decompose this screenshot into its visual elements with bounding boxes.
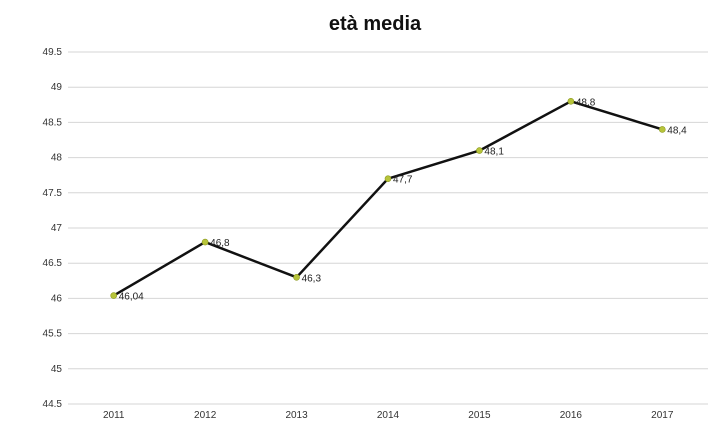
y-tick-label: 46 xyxy=(51,293,63,304)
x-tick-label: 2016 xyxy=(560,410,583,421)
series-line-path xyxy=(113,100,663,297)
data-point xyxy=(201,238,209,246)
series-line xyxy=(113,100,663,297)
x-tick-label: 2011 xyxy=(103,410,125,421)
data-label: 47,7 xyxy=(393,175,413,186)
data-label: 48,8 xyxy=(576,97,596,108)
y-tick-label: 49.5 xyxy=(43,47,63,58)
x-tick-label: 2012 xyxy=(194,410,217,421)
y-tick-label: 48.5 xyxy=(43,117,63,128)
x-tick-label: 2015 xyxy=(468,410,491,421)
y-tick-label: 44.5 xyxy=(43,399,63,410)
x-tick-label: 2014 xyxy=(377,410,400,421)
y-axis-ticks: 44.5 45 45.5 46 46.5 47 47.5 48 48.5 49 49.5 xyxy=(43,47,63,410)
data-point xyxy=(293,273,300,281)
y-tick-label: 47.5 xyxy=(43,188,63,199)
data-label: 46,04 xyxy=(119,292,144,303)
data-label: 46,3 xyxy=(302,273,322,284)
data-label: 46,8 xyxy=(210,238,230,249)
x-tick-label: 2013 xyxy=(285,410,308,421)
data-point xyxy=(567,97,575,105)
data-label: 48,4 xyxy=(667,125,687,136)
y-tick-label: 48 xyxy=(51,153,63,164)
x-axis-ticks: 2011 2012 2013 2014 2015 2016 2017 xyxy=(103,410,674,421)
y-tick-label: 45 xyxy=(51,364,63,375)
data-labels: 46,04 46,8 46,3 47,7 48,1 48,8 48,4 xyxy=(119,97,687,302)
data-point xyxy=(476,147,483,154)
data-point xyxy=(658,126,666,133)
series-markers xyxy=(110,97,666,299)
data-point xyxy=(384,175,392,183)
x-tick-label: 2017 xyxy=(651,410,674,421)
y-tick-label: 45.5 xyxy=(43,329,63,340)
y-tick-label: 46.5 xyxy=(43,258,63,269)
data-point xyxy=(110,292,118,299)
y-tick-label: 49 xyxy=(51,82,63,93)
data-label: 48,1 xyxy=(484,147,504,158)
grid-lines xyxy=(68,51,708,405)
y-tick-label: 47 xyxy=(51,223,63,234)
chart-title: età media xyxy=(329,13,422,35)
